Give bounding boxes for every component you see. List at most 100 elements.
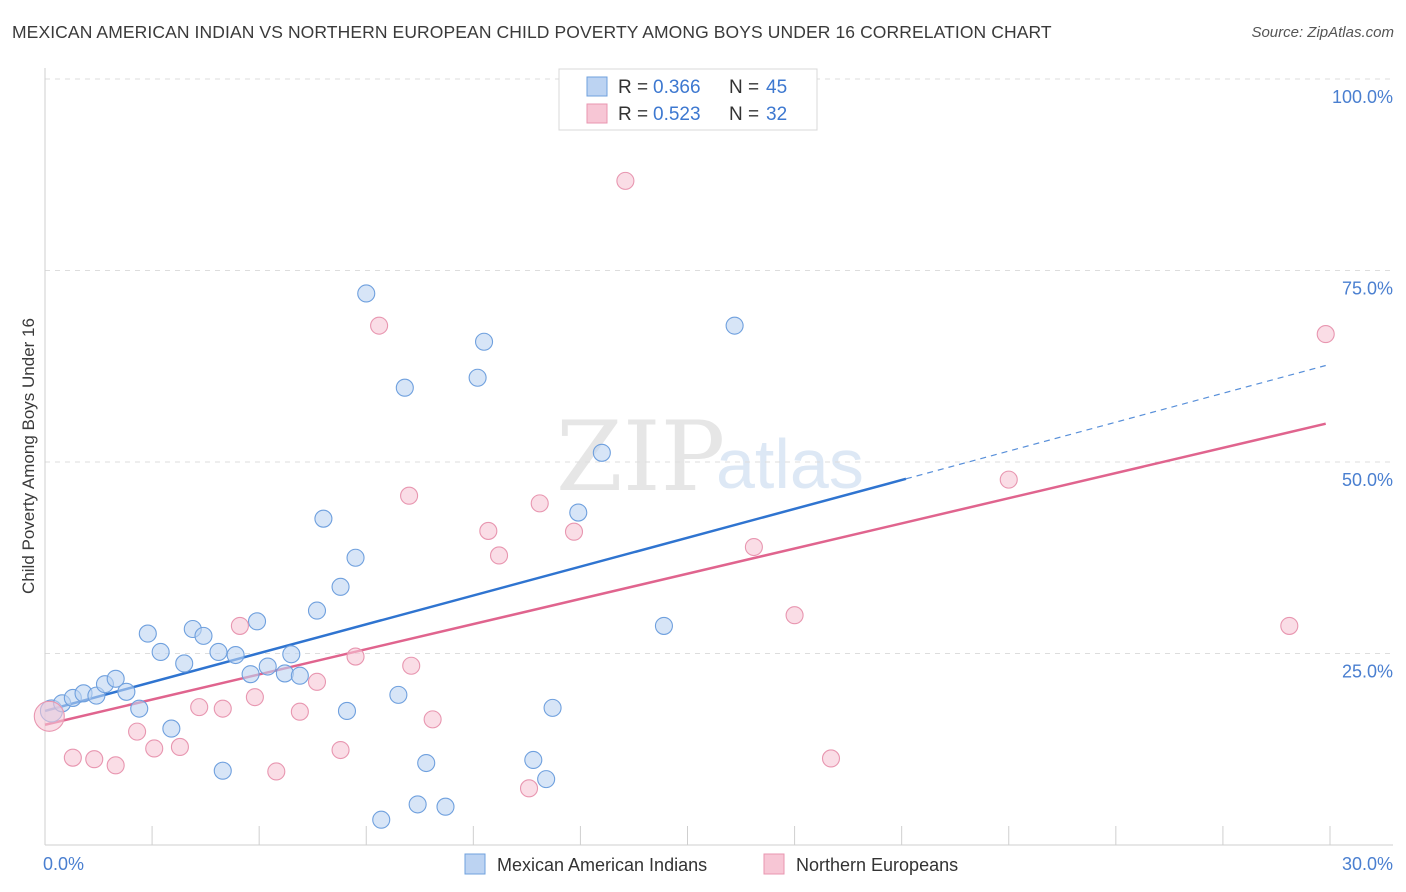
point-mexican bbox=[537, 770, 556, 789]
point-mexican bbox=[138, 624, 157, 643]
point-northern bbox=[1316, 325, 1335, 344]
legend-swatch-northern bbox=[586, 103, 608, 124]
point-mexican bbox=[290, 666, 309, 685]
point-mexican bbox=[209, 642, 228, 662]
point-mexican bbox=[106, 669, 125, 688]
x-tick-label-max: 30.0% bbox=[1342, 854, 1393, 874]
point-northern bbox=[530, 494, 549, 513]
point-northern bbox=[170, 737, 189, 757]
point-mexican bbox=[654, 616, 673, 635]
point-mexican bbox=[725, 316, 744, 335]
y-axis-title: Child Poverty Among Boys Under 16 bbox=[19, 318, 38, 594]
point-northern bbox=[85, 750, 104, 769]
point-mexican bbox=[314, 509, 333, 528]
point-mexican bbox=[194, 626, 213, 645]
point-mexican bbox=[130, 699, 149, 718]
point-mexican bbox=[543, 698, 562, 717]
point-northern bbox=[423, 710, 442, 729]
legend-r-label-2: R = bbox=[618, 104, 648, 125]
point-mexican bbox=[357, 284, 376, 303]
legend-n-label-1: N = bbox=[729, 77, 759, 98]
point-mexican bbox=[258, 657, 277, 676]
source-note: Source: ZipAtlas.com bbox=[1251, 24, 1394, 41]
point-mexican bbox=[474, 332, 494, 351]
legend-swatch-mexican bbox=[586, 76, 608, 97]
point-mexican bbox=[241, 665, 260, 684]
point-mexican bbox=[372, 810, 391, 829]
point-mexican bbox=[275, 664, 294, 683]
point-mexican bbox=[331, 577, 350, 596]
y-tick-label: 100.0% bbox=[1332, 87, 1393, 107]
point-mexican bbox=[151, 642, 170, 662]
point-northern bbox=[331, 740, 350, 760]
point-northern bbox=[307, 672, 327, 691]
gridlines bbox=[45, 78, 1393, 654]
point-northern bbox=[290, 702, 309, 721]
watermark-zip: ZIP bbox=[556, 401, 725, 513]
point-mexican bbox=[468, 368, 487, 387]
series-legend-label-mexican: Mexican American Indians bbox=[497, 855, 707, 875]
legend-n-label-2: N = bbox=[729, 104, 759, 125]
legend-n-value-1: 45 bbox=[766, 77, 787, 98]
point-northern bbox=[346, 647, 365, 666]
x-axis-ticks bbox=[151, 826, 1331, 845]
point-northern bbox=[230, 616, 249, 635]
chart-title: MEXICAN AMERICAN INDIAN VS NORTHERN EURO… bbox=[12, 22, 1052, 42]
point-northern bbox=[821, 749, 841, 768]
legend: R = 0.366 N = 45 R = 0.523 N = 32 bbox=[558, 68, 818, 131]
point-northern bbox=[267, 762, 286, 781]
point-northern bbox=[128, 722, 147, 741]
data-points bbox=[33, 171, 1335, 829]
point-northern bbox=[145, 739, 164, 758]
point-northern bbox=[616, 171, 635, 190]
y-tick-label: 75.0% bbox=[1342, 279, 1393, 299]
trend-line-mexican bbox=[44, 477, 907, 713]
point-mexican bbox=[117, 682, 136, 701]
point-northern bbox=[400, 486, 419, 505]
point-mexican bbox=[337, 701, 357, 721]
point-northern bbox=[785, 606, 804, 625]
point-mexican bbox=[162, 719, 181, 738]
y-tick-label: 50.0% bbox=[1342, 470, 1393, 490]
point-mexican bbox=[389, 685, 408, 704]
point-mexican bbox=[592, 443, 611, 462]
point-mexican bbox=[226, 645, 245, 665]
point-northern bbox=[999, 470, 1018, 489]
y-tick-label: 25.0% bbox=[1342, 662, 1393, 682]
series-legend: Mexican American Indians Northern Europe… bbox=[464, 853, 958, 875]
legend-n-value-2: 32 bbox=[766, 104, 787, 125]
point-northern bbox=[489, 546, 509, 565]
series-legend-label-northern: Northern Europeans bbox=[796, 855, 958, 875]
series-legend-swatch-mexican bbox=[464, 853, 486, 875]
point-mexican bbox=[307, 601, 327, 620]
point-mexican bbox=[417, 753, 436, 773]
point-northern bbox=[370, 316, 389, 335]
point-northern bbox=[744, 537, 763, 557]
point-northern bbox=[245, 688, 264, 707]
point-northern bbox=[479, 521, 498, 540]
y-tick-labels: 25.0% 50.0% 75.0% 100.0% bbox=[1332, 87, 1393, 682]
point-mexican bbox=[247, 612, 267, 631]
legend-r-value-1: 0.366 bbox=[653, 77, 701, 98]
legend-r-label-1: R = bbox=[618, 77, 648, 98]
point-northern bbox=[63, 748, 82, 767]
point-northern bbox=[33, 700, 65, 732]
point-northern bbox=[564, 522, 584, 541]
point-northern bbox=[190, 698, 209, 717]
point-mexican bbox=[175, 654, 194, 673]
point-mexican bbox=[213, 761, 232, 780]
point-mexican bbox=[346, 548, 365, 567]
point-mexican bbox=[524, 750, 543, 770]
point-northern bbox=[519, 779, 539, 798]
point-northern bbox=[106, 756, 125, 775]
point-northern bbox=[402, 656, 421, 675]
point-mexican bbox=[408, 795, 427, 814]
point-mexican bbox=[282, 645, 301, 664]
watermark-atlas: atlas bbox=[716, 425, 864, 503]
point-mexican bbox=[436, 797, 455, 816]
point-northern bbox=[213, 699, 232, 718]
series-legend-swatch-northern bbox=[763, 853, 785, 875]
x-tick-label-min: 0.0% bbox=[43, 854, 84, 874]
point-mexican bbox=[395, 378, 414, 397]
